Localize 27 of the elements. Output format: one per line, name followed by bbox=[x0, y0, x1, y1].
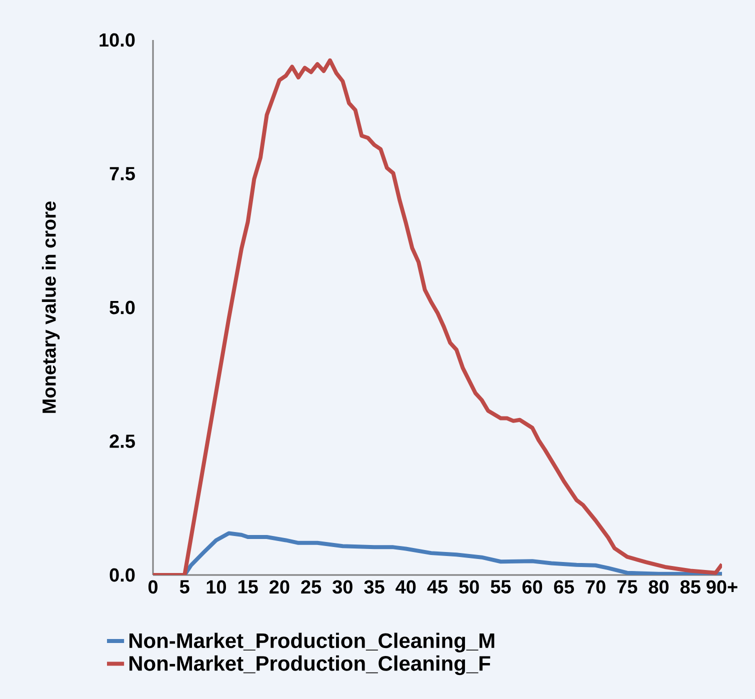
y-tick-label: 0.0 bbox=[110, 568, 135, 582]
y-tick-label: 7.5 bbox=[110, 167, 135, 180]
y-axis-title: Monetary value in crore bbox=[42, 202, 60, 413]
y-tick-label: 5.0 bbox=[110, 300, 135, 314]
x-tick-label: 0 bbox=[148, 580, 158, 594]
x-tick-label: 25 bbox=[301, 580, 322, 594]
x-tick-label: 20 bbox=[270, 580, 290, 594]
x-tick-label: 15 bbox=[238, 580, 258, 594]
x-tick-label: 90+ bbox=[706, 580, 738, 594]
x-tick-label: 5 bbox=[180, 580, 190, 594]
x-tick-label: 30 bbox=[332, 580, 352, 594]
x-tick-label: 60 bbox=[522, 580, 542, 594]
x-tick-label: 10 bbox=[206, 580, 226, 594]
y-tick-label: 10.0 bbox=[100, 33, 135, 47]
legend-label: Non-Market_Production_Cleaning_F bbox=[129, 655, 490, 676]
legend-label: Non-Market_Production_Cleaning_M bbox=[129, 632, 494, 652]
y-tick-label: 2.5 bbox=[110, 434, 135, 448]
x-tick-label: 65 bbox=[554, 580, 574, 594]
x-tick-label: 50 bbox=[459, 580, 479, 594]
x-tick-label: 75 bbox=[617, 580, 638, 594]
x-tick-label: 40 bbox=[396, 580, 416, 594]
x-tick-label: 70 bbox=[586, 580, 606, 594]
x-tick-label: 85 bbox=[680, 580, 700, 594]
x-tick-label: 35 bbox=[364, 580, 384, 594]
x-tick-label: 80 bbox=[648, 580, 669, 594]
x-tick-label: 45 bbox=[427, 580, 448, 594]
x-tick-label: 55 bbox=[490, 580, 511, 594]
